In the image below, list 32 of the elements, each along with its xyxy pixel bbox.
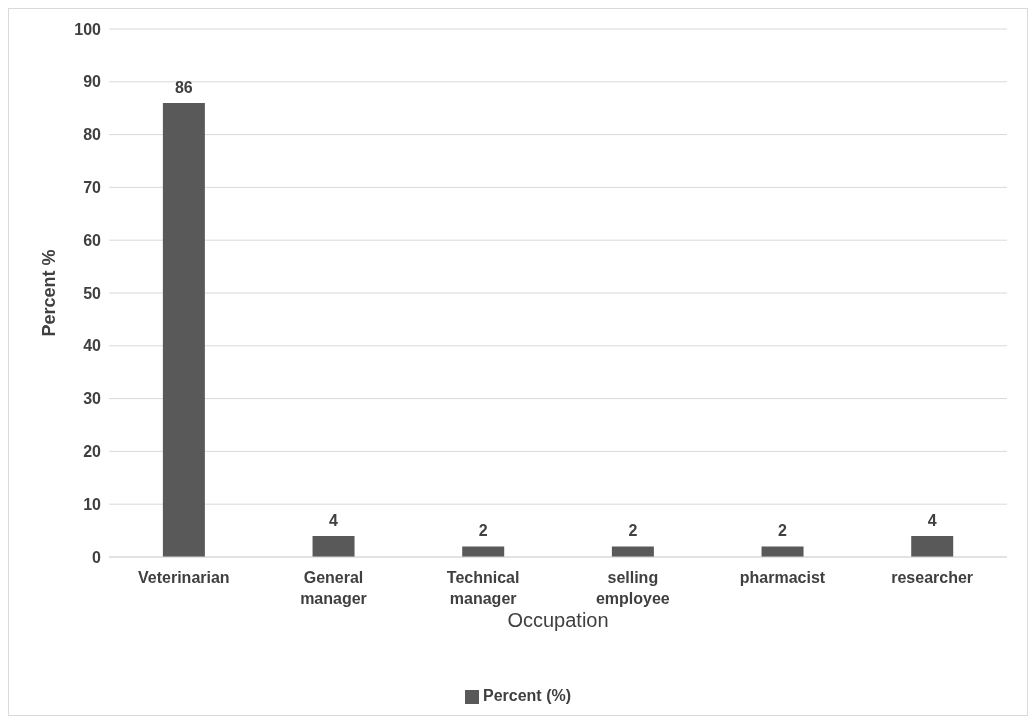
bar <box>611 546 654 557</box>
x-tick-label: General manager <box>300 569 367 607</box>
y-tick-label: 20 <box>83 443 102 461</box>
data-label: 2 <box>778 522 788 540</box>
data-label: 4 <box>927 511 937 529</box>
y-tick-label: 100 <box>74 20 102 38</box>
x-tick-label: researcher <box>891 569 974 586</box>
legend-label: Percent (%) <box>482 687 572 704</box>
y-tick-label: 10 <box>83 495 102 513</box>
y-tick-label: 70 <box>83 179 102 197</box>
bar <box>911 535 954 557</box>
y-tick-label: 80 <box>83 126 102 144</box>
x-tick-label: pharmacist <box>739 569 826 586</box>
bar <box>312 535 355 557</box>
y-tick-label: 30 <box>83 390 102 408</box>
x-axis-title: Occupation <box>507 609 609 631</box>
data-label: 86 <box>174 78 193 96</box>
x-tick-label: Technical manager <box>446 569 520 607</box>
y-tick-label: 50 <box>83 284 102 302</box>
bar <box>761 546 804 557</box>
y-tick-label: 40 <box>83 337 102 355</box>
x-tick-label: Veterinarian <box>138 569 230 586</box>
bar <box>462 546 505 557</box>
data-label: 2 <box>628 522 638 540</box>
y-tick-label: 60 <box>83 231 102 249</box>
x-tick-label: selling employee <box>595 569 670 607</box>
y-tick-label: 0 <box>92 548 102 566</box>
y-tick-label: 90 <box>83 73 102 91</box>
data-label: 4 <box>329 511 339 529</box>
bar <box>162 102 205 557</box>
data-label: 2 <box>478 522 488 540</box>
y-axis-title: Percent % <box>39 249 60 337</box>
